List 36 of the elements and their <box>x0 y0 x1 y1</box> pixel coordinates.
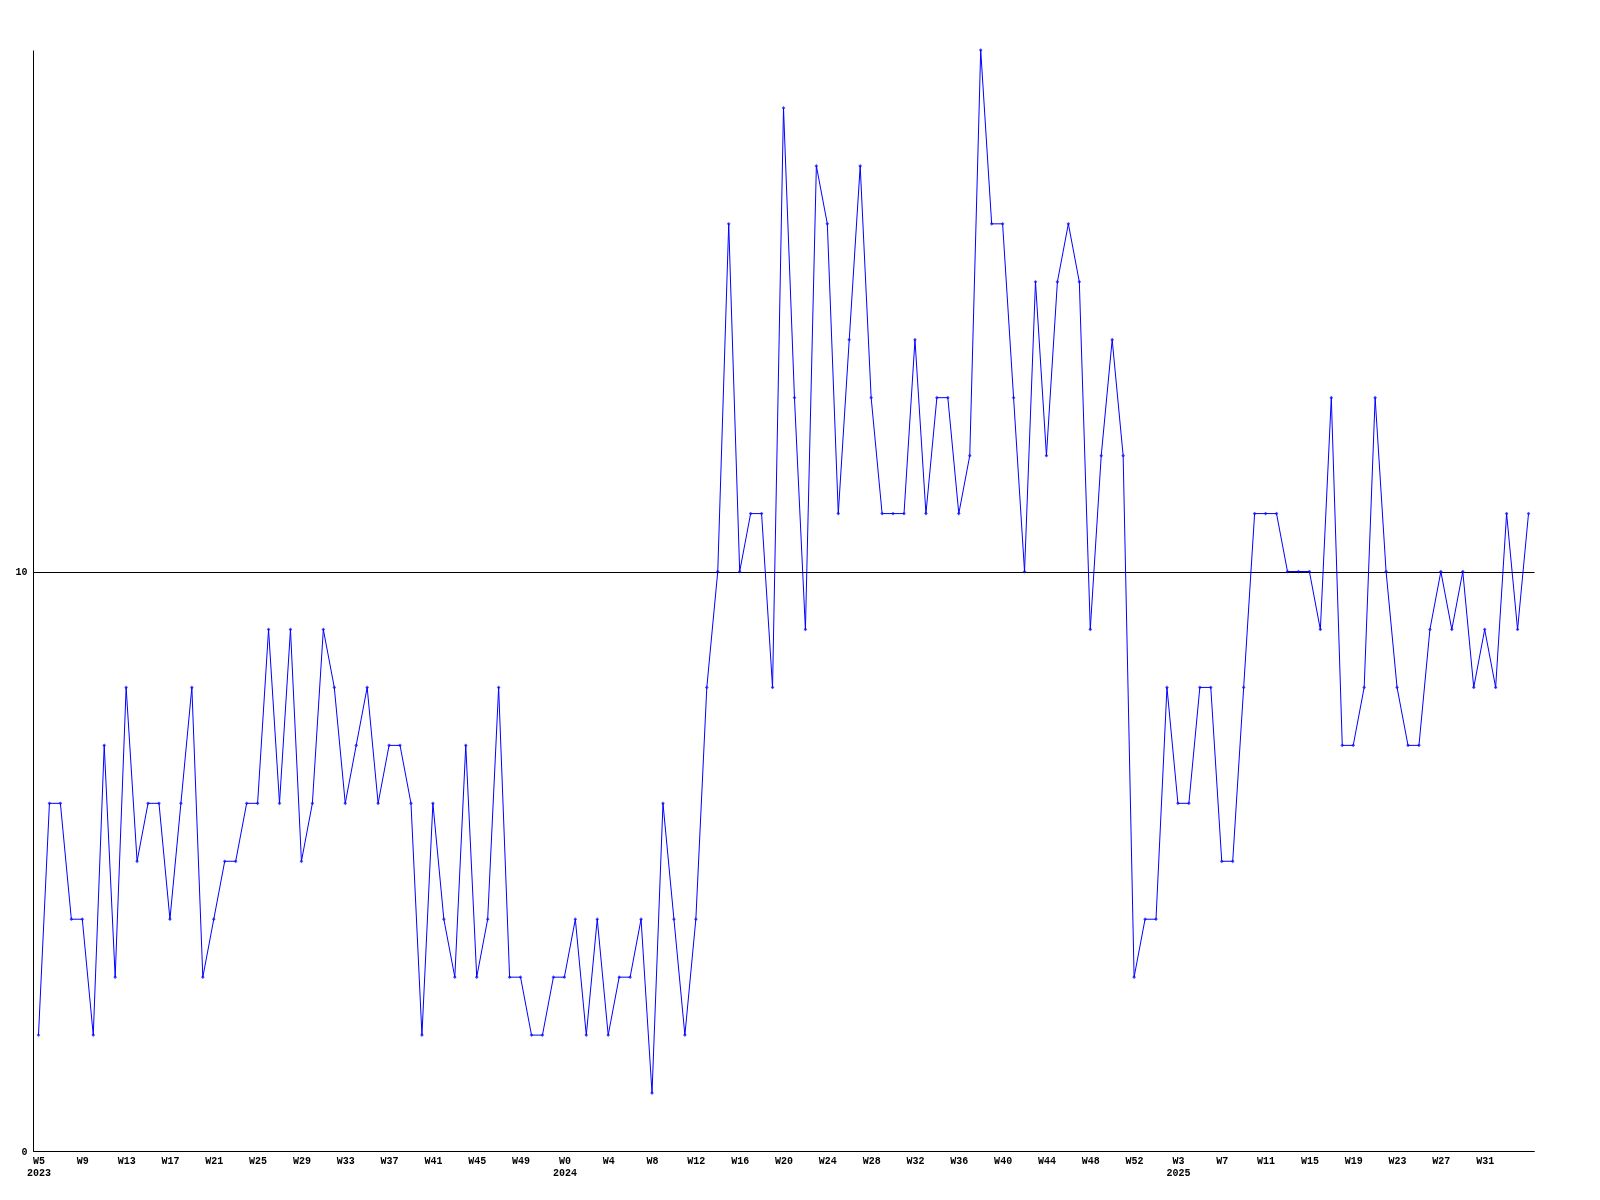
x-tick-label: W9 <box>76 1155 89 1167</box>
x-tick-label: W25 <box>249 1155 268 1167</box>
x-tick-label: W0 2024 <box>552 1155 577 1179</box>
x-tick-label: W45 <box>468 1155 487 1167</box>
x-tick-label: W3 2025 <box>1166 1155 1191 1179</box>
x-tick-label: W17 <box>161 1155 180 1167</box>
x-tick-label: W37 <box>380 1155 399 1167</box>
x-tick-label: W8 <box>646 1155 659 1167</box>
x-tick-label: W11 <box>1257 1155 1276 1167</box>
y-tick-label: 10 <box>15 567 28 579</box>
x-tick-label: W21 <box>205 1155 224 1167</box>
x-tick-label: W40 <box>994 1155 1013 1167</box>
x-tick-label: W13 <box>117 1155 136 1167</box>
x-tick-label: W27 <box>1432 1155 1451 1167</box>
x-tick-label: W20 <box>774 1155 794 1167</box>
x-tick-label: W36 <box>950 1155 969 1167</box>
x-tick-label: W4 <box>602 1155 615 1167</box>
x-tick-label: W29 <box>292 1155 311 1167</box>
x-tick-label: W32 <box>906 1155 925 1167</box>
x-tick-label: W44 <box>1037 1155 1056 1167</box>
x-tick-label: W19 <box>1344 1155 1363 1167</box>
x-tick-label: W49 <box>512 1155 531 1167</box>
x-tick-label: W52 <box>1125 1155 1144 1167</box>
x-tick-label: W16 <box>731 1155 750 1167</box>
x-tick-label: W15 <box>1300 1155 1319 1167</box>
x-tick-label: W12 <box>687 1155 706 1167</box>
x-tick-label: W31 <box>1476 1155 1495 1167</box>
x-tick-label: W41 <box>424 1155 443 1167</box>
x-tick-label: W33 <box>336 1155 355 1167</box>
x-tick-label: W23 <box>1388 1155 1407 1167</box>
x-tick-label: W24 <box>818 1155 837 1167</box>
x-tick-label: W5 2023 <box>26 1155 51 1179</box>
y-tick-label: 0 <box>21 1146 28 1158</box>
x-tick-label: W48 <box>1081 1155 1100 1167</box>
x-tick-label: W7 <box>1216 1155 1229 1167</box>
x-tick-label: W28 <box>862 1155 881 1167</box>
